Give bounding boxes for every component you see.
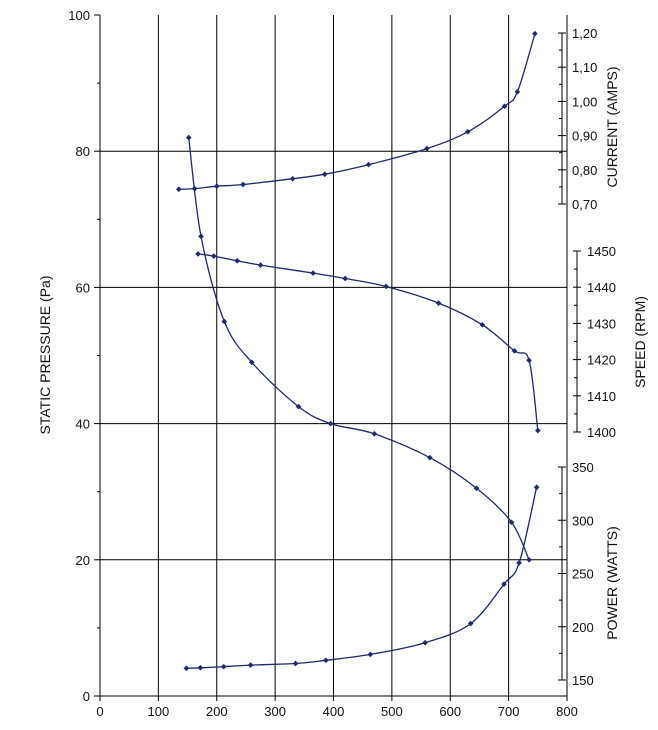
speed-tick-label: 1400: [587, 425, 616, 440]
power-tick-label: 150: [572, 673, 594, 688]
data-point-power: [467, 620, 474, 627]
data-point-left: [426, 454, 433, 461]
left-tick-label: 0: [83, 689, 90, 704]
data-point-speed: [342, 275, 349, 282]
data-point-speed: [534, 427, 541, 434]
current-tick-label: 1,10: [572, 60, 597, 75]
data-point-current: [464, 129, 471, 135]
data-point-speed: [257, 262, 264, 268]
x-tick-label: 400: [323, 704, 345, 719]
speed-tick-label: 1440: [587, 280, 616, 295]
series-line-power: [186, 487, 538, 669]
data-point-current: [501, 103, 508, 110]
data-point-power: [247, 662, 254, 668]
left-tick-label: 40: [76, 417, 90, 432]
x-tick-label: 700: [498, 704, 520, 719]
x-tick-label: 600: [439, 704, 461, 719]
data-point-power: [501, 581, 507, 587]
series-line-speed: [198, 253, 539, 431]
series-line-left: [188, 137, 530, 561]
x-tick-label: 200: [206, 704, 228, 719]
left-tick-label: 60: [76, 280, 90, 295]
left-tick-label: 20: [76, 553, 90, 568]
data-point-current: [191, 185, 198, 192]
data-point-left: [295, 403, 302, 410]
data-point-left: [248, 359, 255, 366]
speed-tick-label: 1450: [587, 244, 616, 259]
data-point-current: [213, 183, 220, 190]
data-point-speed: [479, 322, 486, 328]
data-point-power: [220, 663, 227, 670]
data-point-left: [198, 233, 204, 240]
power-tick-label: 350: [572, 460, 594, 475]
power-tick-label: 200: [572, 620, 594, 635]
speed-axis-title: SPEED (RPM): [632, 296, 648, 388]
speed-tick-label: 1410: [587, 389, 616, 404]
grid: [100, 15, 568, 696]
data-point-speed: [526, 357, 532, 364]
x-tick-label: 500: [381, 704, 403, 719]
current-tick-label: 0,80: [572, 163, 597, 178]
data-point-left: [327, 420, 334, 427]
current-axis-title: CURRENT (AMPS): [604, 66, 620, 187]
data-point-power: [367, 651, 374, 658]
data-point-power: [533, 484, 540, 491]
data-point-speed: [310, 270, 316, 276]
x-tick-label: 100: [148, 704, 170, 719]
data-point-current: [289, 175, 296, 182]
data-point-speed: [211, 253, 217, 259]
data-point-current: [175, 186, 182, 193]
series-line-current: [178, 33, 536, 190]
data-point-left: [526, 556, 532, 563]
power-tick-label: 300: [572, 513, 594, 528]
axes: [94, 14, 581, 701]
data-point-speed: [195, 251, 201, 257]
data-point-left: [221, 318, 228, 325]
data-point-power: [183, 665, 190, 672]
data-point-power: [197, 664, 204, 671]
current-tick-label: 1,00: [572, 94, 597, 109]
data-point-current: [514, 88, 521, 95]
speed-tick-label: 1430: [587, 316, 616, 331]
labels: 0 20 40 60 80 100 0 100 200 300 400 500 600 700 800 0,7…: [68, 8, 616, 719]
series-layer: [175, 30, 541, 672]
left-axis-title: STATIC PRESSURE (Pa): [37, 276, 53, 435]
x-tick-label: 0: [96, 704, 103, 719]
data-point-left: [185, 134, 192, 141]
power-tick-label: 250: [572, 567, 594, 582]
data-point-current: [532, 30, 538, 37]
data-point-power: [516, 560, 522, 566]
current-tick-label: 1,20: [572, 26, 597, 41]
x-tick-label: 800: [556, 704, 578, 719]
speed-tick-label: 1420: [587, 353, 616, 368]
data-point-current: [365, 161, 372, 168]
data-point-power: [323, 657, 329, 664]
data-point-current: [321, 171, 328, 178]
data-point-speed: [511, 348, 518, 354]
x-tick-label: 300: [264, 704, 286, 719]
data-point-speed: [234, 257, 241, 264]
data-point-current: [240, 181, 246, 188]
left-tick-label: 80: [76, 144, 90, 159]
current-tick-label: 0,90: [572, 129, 597, 144]
power-axis-title: POWER (WATTS): [604, 526, 620, 640]
data-point-current: [424, 145, 430, 152]
data-point-left: [508, 519, 515, 526]
current-tick-label: 0,70: [572, 197, 597, 212]
data-point-left: [371, 430, 378, 437]
data-point-power: [422, 639, 428, 646]
data-point-speed: [383, 283, 389, 290]
data-point-speed: [435, 300, 442, 306]
left-tick-label: 100: [68, 8, 90, 23]
data-point-left: [473, 485, 480, 492]
data-point-power: [292, 660, 299, 667]
